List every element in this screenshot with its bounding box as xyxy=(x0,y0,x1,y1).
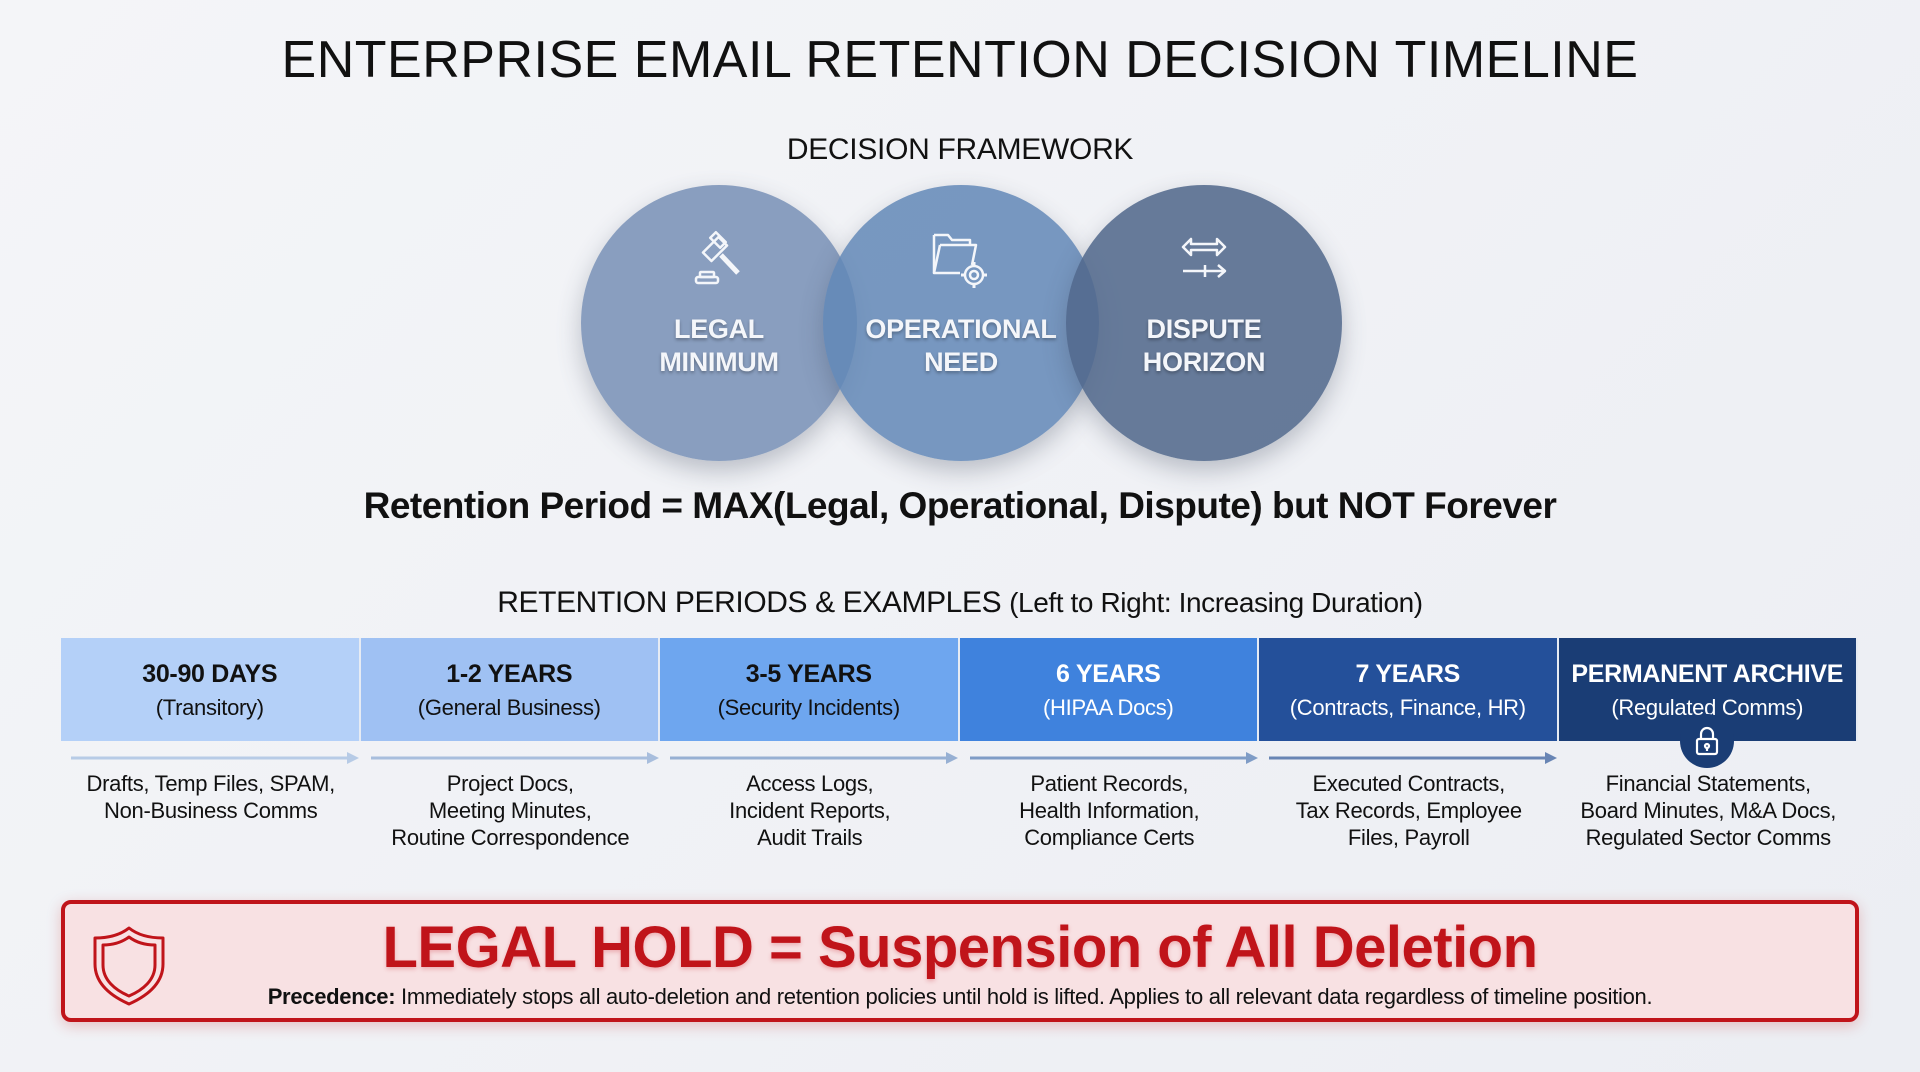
band-title: 3-5 YEARS xyxy=(745,660,872,688)
timeline-arrow xyxy=(960,750,1260,766)
band-title: 1-2 YEARS xyxy=(446,660,573,688)
example-line: Financial Statements, xyxy=(1605,771,1812,796)
band-title: PERMANENT ARCHIVE xyxy=(1571,660,1844,688)
periods-heading: RETENTION PERIODS & EXAMPLES (Left to Ri… xyxy=(0,586,1920,620)
timeline-arrow xyxy=(660,750,960,766)
timeline-arrow xyxy=(1559,750,1859,766)
retention-examples: Drafts, Temp Files, SPAM, Non-Business Co… xyxy=(61,770,1858,851)
example-line: Compliance Certs xyxy=(1024,825,1195,850)
circle-label: HORIZON xyxy=(1142,347,1266,377)
circle-legal-minimum: LEGAL MINIMUM xyxy=(581,185,857,461)
example-list: Access Logs, Incident Reports, Audit Trail… xyxy=(660,770,960,851)
example-line: Meeting Minutes, xyxy=(428,798,592,823)
folder-gear-icon xyxy=(932,233,987,288)
periods-heading-note: (Left to Right: Increasing Duration) xyxy=(1009,587,1423,618)
example-line: Board Minutes, M&A Docs, xyxy=(1580,798,1837,823)
band-subtitle: (Contracts, Finance, HR) xyxy=(1289,695,1526,720)
example-list: Executed Contracts, Tax Records, Employee… xyxy=(1259,770,1559,851)
example-line: Routine Correspondence xyxy=(391,825,630,850)
example-line: Project Docs, xyxy=(446,771,574,796)
retention-band: 7 YEARS (Contracts, Finance, HR) xyxy=(1259,638,1559,741)
circle-dispute-horizon: DISPUTE HORIZON xyxy=(1066,185,1342,461)
circle-label: LEGAL xyxy=(674,314,764,344)
band-title: 30-90 DAYS xyxy=(142,660,278,688)
example-line: Non-Business Comms xyxy=(104,798,318,823)
band-title: 7 YEARS xyxy=(1355,660,1461,688)
example-line: Audit Trails xyxy=(757,825,863,850)
circle-label: NEED xyxy=(924,347,998,377)
legal-hold-precedence: Precedence: Immediately stops all auto-d… xyxy=(65,984,1855,1010)
retention-band: 30-90 DAYS (Transitory) xyxy=(61,638,361,741)
retention-formula: Retention Period = MAX(Legal, Operationa… xyxy=(363,485,1557,526)
retention-band: PERMANENT ARCHIVE (Regulated Comms) xyxy=(1558,638,1858,768)
band-title: 6 YEARS xyxy=(1056,660,1161,688)
gavel-icon xyxy=(694,230,740,285)
lock-icon xyxy=(1680,714,1735,768)
circle-label: DISPUTE xyxy=(1146,314,1262,344)
bidirectional-arrows-icon xyxy=(1181,237,1227,278)
timeline-arrow xyxy=(361,750,661,766)
precedence-label: Precedence: xyxy=(267,984,396,1009)
example-line: Regulated Sector Comms xyxy=(1585,825,1832,850)
example-line: Executed Contracts, xyxy=(1312,771,1506,796)
shield-icon xyxy=(93,926,165,1006)
retention-band: 3-5 YEARS (Security Incidents) xyxy=(660,638,960,741)
example-line: Access Logs, xyxy=(746,771,874,796)
retention-band: 1-2 YEARS (General Business) xyxy=(360,638,660,741)
retention-bands: 30-90 DAYS (Transitory) 1-2 YEARS (General … xyxy=(61,638,1858,768)
timeline-arrow xyxy=(1259,750,1559,766)
timeline-arrow xyxy=(61,750,361,766)
band-subtitle: (General Business) xyxy=(417,695,601,720)
band-subtitle: (Security Incidents) xyxy=(717,695,901,720)
legal-hold-banner: LEGAL HOLD = Suspension of All Deletion … xyxy=(61,900,1859,1022)
example-list: Project Docs, Meeting Minutes, Routine Cor… xyxy=(361,770,661,851)
band-subtitle: (Transitory) xyxy=(155,695,264,720)
example-line: Files, Payroll xyxy=(1347,825,1470,850)
example-line: Patient Records, xyxy=(1030,771,1189,796)
retention-band: 6 YEARS (HIPAA Docs) xyxy=(959,638,1259,741)
example-line: Drafts, Temp Files, SPAM, xyxy=(86,771,336,796)
example-line: Tax Records, Employee xyxy=(1295,798,1522,823)
legal-hold-title: LEGAL HOLD = Suspension of All Deletion xyxy=(382,915,1538,980)
periods-heading-text: RETENTION PERIODS & EXAMPLES xyxy=(497,586,1002,619)
circle-label: OPERATIONAL xyxy=(865,314,1057,344)
timeline-arrows xyxy=(61,750,1858,766)
example-list: Patient Records, Health Information, Compl… xyxy=(960,770,1260,851)
framework-heading: DECISION FRAMEWORK xyxy=(786,133,1134,166)
precedence-text: Immediately stops all auto-deletion and … xyxy=(395,984,1653,1009)
page-title: ENTERPRISE EMAIL RETENTION DECISION TIME… xyxy=(281,31,1639,89)
band-subtitle: (HIPAA Docs) xyxy=(1043,695,1174,720)
example-list: Drafts, Temp Files, SPAM, Non-Business Co… xyxy=(61,770,361,851)
example-list: Financial Statements, Board Minutes, M&A … xyxy=(1559,770,1859,851)
circle-operational-need: OPERATIONAL NEED xyxy=(823,185,1099,461)
example-line: Incident Reports, xyxy=(729,798,891,823)
example-line: Health Information, xyxy=(1019,798,1200,823)
circle-label: MINIMUM xyxy=(659,347,779,377)
